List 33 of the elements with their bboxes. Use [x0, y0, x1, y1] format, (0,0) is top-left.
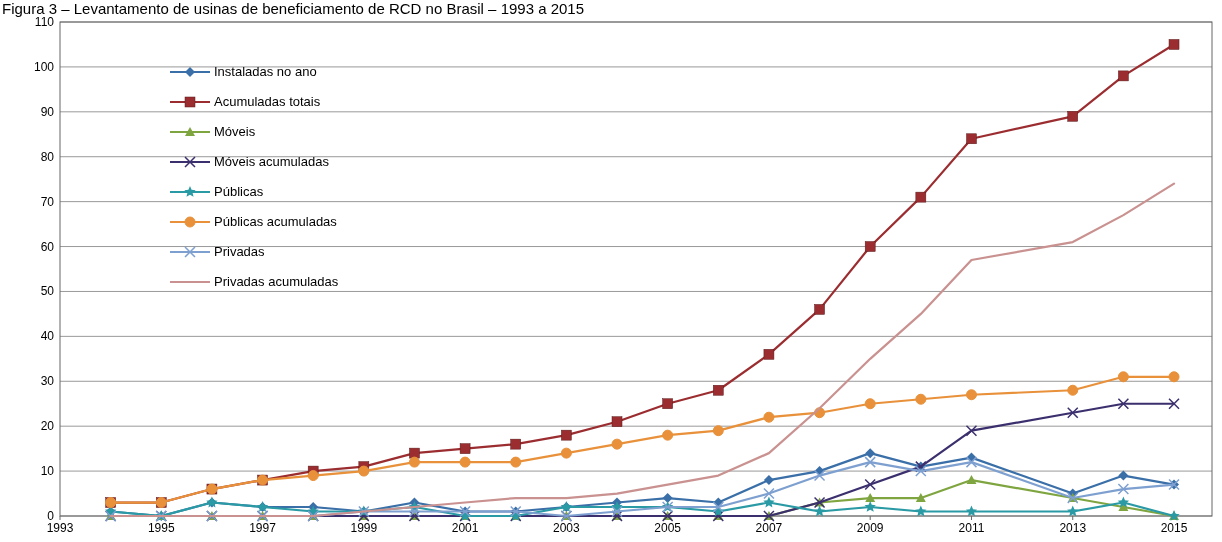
y-tick-label: 0: [47, 509, 55, 523]
legend-label: Acumuladas totais: [214, 94, 321, 109]
x-tick-label: 1997: [249, 521, 277, 535]
y-tick-label: 110: [34, 15, 55, 29]
y-tick-label: 10: [40, 464, 55, 479]
x-tick-label: 2003: [553, 521, 581, 535]
legend-label: Públicas: [214, 184, 264, 199]
x-tick-label: 2009: [856, 521, 884, 535]
x-tick-label: 2001: [451, 521, 479, 535]
y-tick-label: 90: [40, 104, 55, 119]
y-tick-label: 80: [40, 149, 55, 164]
x-tick-label: 2015: [1160, 521, 1188, 535]
legend-label: Móveis: [214, 124, 256, 139]
legend-label: Instaladas no ano: [214, 64, 317, 79]
legend-label: Privadas acumuladas: [214, 274, 339, 289]
x-tick-label: 2011: [958, 521, 985, 535]
x-tick-label: 1999: [350, 521, 378, 535]
chart-title: Figura 3 – Levantamento de usinas de beneficiamento de RCD no Brasil – 1993 a 2015: [2, 0, 585, 17]
y-tick-label: 40: [40, 329, 55, 344]
y-tick-label: 20: [40, 419, 55, 434]
y-tick-label: 70: [40, 194, 55, 209]
x-tick-label: 1995: [147, 521, 175, 535]
y-tick-label: 60: [40, 239, 55, 254]
x-tick-label: 2005: [654, 521, 682, 535]
y-tick-label: 30: [40, 374, 55, 389]
legend-label: Móveis acumuladas: [214, 154, 330, 169]
y-tick-label: 50: [40, 284, 55, 299]
x-tick-label: 2013: [1059, 521, 1087, 535]
legend-label: Públicas acumuladas: [214, 214, 338, 229]
legend-label: Privadas: [214, 244, 266, 259]
x-tick-label: 1993: [46, 521, 74, 535]
y-tick-label: 100: [33, 59, 55, 74]
x-tick-label: 2007: [755, 521, 783, 535]
